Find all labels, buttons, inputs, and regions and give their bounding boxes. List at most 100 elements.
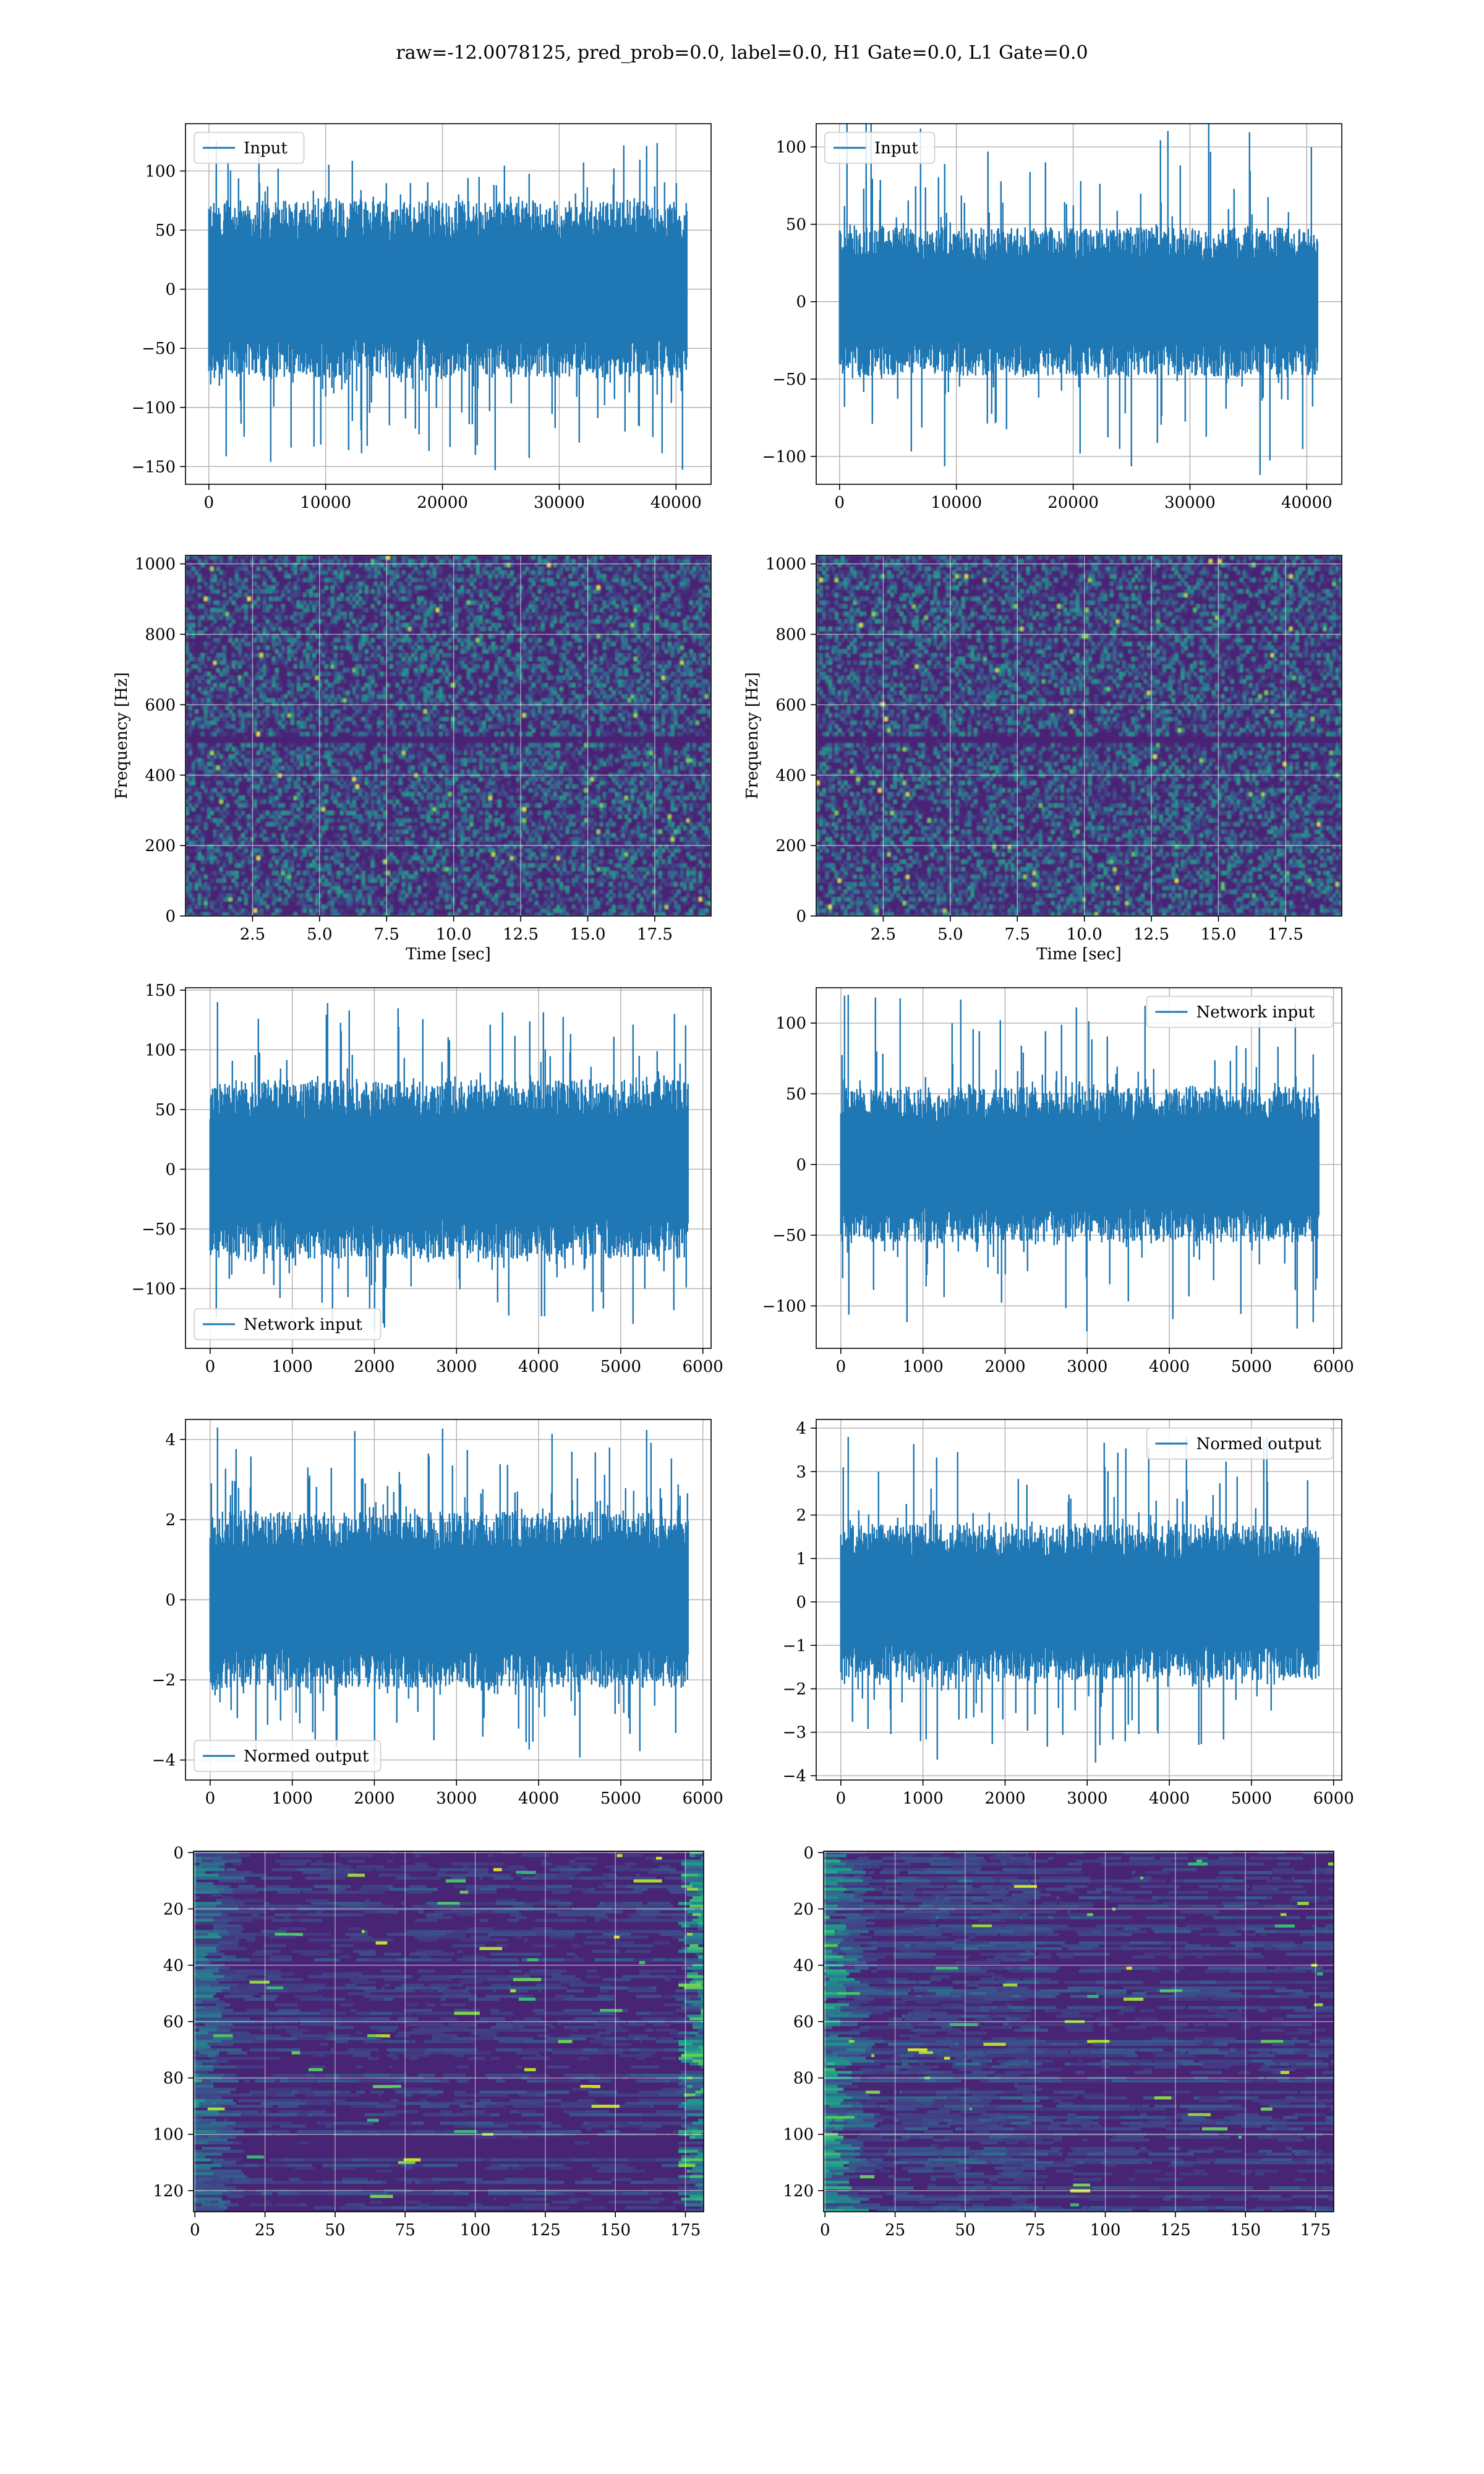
x-tick-label: 15.0 [1201, 925, 1237, 944]
plot-area [816, 1419, 1342, 1780]
axes-frame [185, 123, 712, 485]
x-tick-label: 1000 [903, 1789, 944, 1808]
legend-label: Normed output [1196, 1435, 1322, 1453]
y-tick-label: 100 [775, 1014, 806, 1033]
y-tick-label: 2 [796, 1507, 806, 1525]
axes-frame [823, 1851, 1334, 2212]
legend: Network input [1146, 996, 1334, 1028]
plot-area [816, 555, 1342, 916]
x-tick-label: 6000 [683, 1358, 723, 1376]
x-axis-label: Time [sec] [1036, 945, 1122, 964]
y-tick-label: −50 [142, 340, 176, 358]
legend-box [194, 132, 305, 164]
y-tick-label: 400 [775, 766, 806, 785]
x-tick-label: 5.0 [307, 925, 332, 944]
legend-label: Input [874, 139, 918, 158]
x-tick-label: 175 [1300, 2221, 1331, 2240]
x-tick-label: 0 [190, 2221, 200, 2240]
y-axis-label: Frequency [Hz] [113, 672, 131, 800]
y-tick-label: −50 [772, 370, 806, 389]
x-tick-label: 4000 [518, 1358, 559, 1376]
y-tick-label: 150 [145, 982, 176, 1000]
plot-area [816, 988, 1342, 1348]
legend-label: Input [244, 139, 288, 158]
x-tick-label: 4000 [518, 1789, 559, 1808]
heatmap-cells [194, 1851, 704, 2212]
plot-area [186, 124, 711, 484]
x-tick-label: 0 [205, 1789, 216, 1808]
panel-p8: 0 25 50 75 100 125 150 175 0 20 40 60 80 100 120 [153, 1844, 704, 2240]
y-tick-label: 100 [783, 2126, 814, 2144]
y-tick-label: −100 [132, 1280, 176, 1298]
panel-p9: 0 25 50 75 100 125 150 175 0 20 40 60 80 100 120 [783, 1844, 1334, 2240]
y-tick-label: 100 [145, 1041, 176, 1059]
x-axis-label: Time [sec] [406, 945, 491, 964]
x-tick-label: 6000 [1313, 1789, 1354, 1808]
legend: Input [194, 132, 305, 164]
x-tick-label: 3000 [436, 1358, 477, 1376]
series-line [208, 141, 688, 471]
legend-box [194, 1740, 382, 1772]
legend-box [824, 132, 936, 164]
x-tick-label: 0 [836, 1358, 846, 1376]
x-tick-label: 1000 [272, 1789, 313, 1808]
y-tick-label: 1000 [135, 555, 176, 574]
y-tick-label: 50 [786, 1085, 806, 1103]
y-tick-label: 0 [165, 1160, 176, 1179]
y-tick-label: 3 [796, 1463, 806, 1481]
series-line [838, 124, 1318, 475]
y-tick-label: 1000 [765, 555, 806, 574]
legend: Normed output [194, 1740, 382, 1772]
x-tick-label: 30000 [534, 494, 585, 512]
y-tick-label: 0 [165, 281, 176, 299]
x-tick-label: 2000 [354, 1358, 394, 1376]
x-tick-label: 30000 [1164, 494, 1216, 512]
x-tick-label: 0 [836, 1789, 846, 1808]
panel-p7: 0 1000 2000 3000 4000 5000 6000 −4 −3 −2 −1 0 1 2 3 4 No… [783, 1419, 1354, 1808]
panel-p0: 0 10000 20000 30000 40000 −150 −100 −50 0 50 100 In… [132, 123, 712, 512]
x-tick-label: 20000 [1047, 494, 1099, 512]
x-tick-label: 50 [955, 2221, 975, 2240]
x-tick-label: 12.5 [503, 925, 539, 944]
y-tick-label: 200 [145, 837, 176, 855]
y-tick-label: 100 [775, 139, 806, 157]
y-tick-label: −4 [152, 1752, 176, 1770]
x-tick-label: 150 [600, 2221, 631, 2240]
x-tick-label: 100 [1090, 2221, 1121, 2240]
y-tick-label: −2 [783, 1680, 806, 1698]
y-tick-label: 800 [775, 626, 806, 644]
y-tick-label: 50 [786, 216, 806, 234]
x-tick-label: 25 [255, 2221, 275, 2240]
x-tick-label: 10000 [300, 494, 351, 512]
x-tick-label: 2.5 [871, 925, 896, 944]
axes-frame [816, 555, 1342, 917]
legend-box [1146, 1427, 1334, 1460]
x-tick-label: 2.5 [240, 925, 265, 944]
x-tick-label: 10000 [931, 494, 982, 512]
heatmap-cells [186, 555, 711, 916]
y-tick-label: 40 [793, 1956, 814, 1975]
x-tick-label: 15.0 [570, 925, 606, 944]
y-tick-label: −100 [762, 448, 806, 466]
x-tick-label: 20000 [417, 494, 468, 512]
y-tick-label: 60 [793, 2013, 814, 2032]
y-tick-label: 80 [163, 2070, 184, 2088]
x-tick-label: 4000 [1149, 1358, 1190, 1376]
legend-label: Network input [1196, 1003, 1315, 1022]
x-tick-label: 175 [670, 2221, 701, 2240]
x-tick-label: 5000 [600, 1789, 641, 1808]
plot-area [186, 1419, 711, 1780]
x-tick-label: 17.5 [1268, 925, 1303, 944]
y-axis-label: Frequency [Hz] [743, 672, 762, 800]
legend: Network input [194, 1308, 382, 1340]
x-tick-label: 0 [835, 494, 845, 512]
y-tick-label: 20 [163, 1900, 184, 1919]
plot-area [186, 988, 711, 1348]
y-tick-label: −150 [132, 458, 176, 476]
series-line [209, 1427, 689, 1765]
y-tick-label: −50 [772, 1226, 806, 1245]
series-line [840, 1437, 1320, 1763]
heatmap-cells [824, 1851, 1334, 2212]
y-tick-label: 0 [796, 907, 806, 926]
